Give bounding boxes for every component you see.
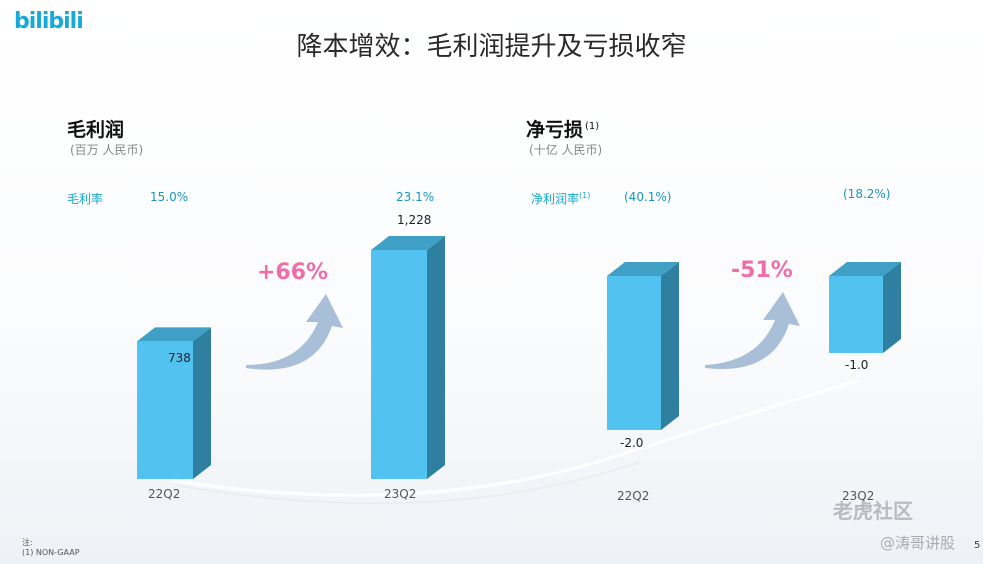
- net-loss-unit: (十亿 人民币): [529, 143, 603, 157]
- decorative-swoosh-shadow: [179, 461, 641, 505]
- net-loss-bar-23q2-top: [829, 262, 901, 276]
- net-loss-bar-23q2-side: [883, 262, 901, 353]
- gross-profit-value-23q2: 1,228: [397, 213, 432, 227]
- net-loss-title-text: 净亏损: [526, 119, 584, 141]
- change-arrow-gross-profit: [246, 294, 343, 370]
- net-margin-label-text: 净利润率: [531, 192, 580, 206]
- gross-profit-title: 毛利润: [67, 119, 125, 141]
- net-loss-category-23q2: 23Q2: [842, 489, 875, 503]
- gross-profit-bar-23q2: [371, 236, 445, 479]
- net-loss-bar-22q2-front: [607, 276, 661, 430]
- decorative-swoosh: [169, 378, 861, 497]
- gross-profit-category-22q2: 22Q2: [148, 487, 181, 501]
- footnote: 注: (1) NON-GAAP: [22, 538, 80, 558]
- footnote-line-2: (1) NON-GAAP: [22, 548, 80, 557]
- net-loss-bar-23q2-front: [829, 276, 883, 353]
- gross-profit-change: +66%: [257, 260, 329, 285]
- net-margin-22q2: (40.1%): [624, 190, 672, 204]
- gross-profit-value-22q2: 738: [168, 351, 191, 365]
- net-loss-title: 净亏损 (1): [526, 115, 599, 142]
- net-loss-bar-22q2: [607, 262, 679, 430]
- net-loss-title-note: (1): [585, 120, 600, 132]
- gross-profit-bar-22q2-front: [137, 341, 193, 479]
- bilibili-logo: bilibili: [14, 9, 84, 34]
- net-loss-change: -51%: [731, 258, 793, 283]
- gross-profit-bar-22q2: [137, 327, 211, 479]
- gross-profit-bar-23q2-side: [427, 236, 445, 479]
- net-loss-value-23q2: -1.0: [845, 358, 869, 372]
- gross-margin-23q2: 23.1%: [396, 190, 435, 204]
- gross-profit-bar-23q2-front: [371, 250, 427, 479]
- net-loss-bar-22q2-side: [661, 262, 679, 430]
- net-loss-bar-23q2: [829, 262, 901, 353]
- change-arrow-net-loss: [705, 292, 800, 370]
- watermark-main: 老虎社区: [833, 499, 913, 523]
- gross-profit-bar-22q2-side: [193, 327, 211, 479]
- page-title: 降本增效：毛利润提升及亏损收窄: [296, 32, 687, 62]
- watermark-sub: @涛哥讲股: [880, 534, 956, 552]
- net-margin-note: (1): [579, 191, 591, 200]
- net-loss-bar-22q2-top: [607, 262, 679, 276]
- net-loss-value-22q2: -2.0: [620, 436, 644, 450]
- net-margin-23q2: (18.2%): [843, 187, 891, 201]
- gross-profit-bar-23q2-top: [371, 236, 445, 250]
- gross-margin-22q2: 15.0%: [150, 190, 189, 204]
- footnote-line-1: 注:: [22, 538, 33, 547]
- net-loss-category-22q2: 22Q2: [617, 489, 650, 503]
- gross-profit-bar-22q2-top: [137, 327, 211, 342]
- gross-margin-label: 毛利率: [67, 192, 104, 206]
- gross-profit-category-23q2: 23Q2: [384, 487, 417, 501]
- page-number: 5: [974, 540, 981, 551]
- gross-profit-unit: (百万 人民币): [70, 143, 144, 157]
- net-margin-label: 净利润率(1): [531, 190, 590, 207]
